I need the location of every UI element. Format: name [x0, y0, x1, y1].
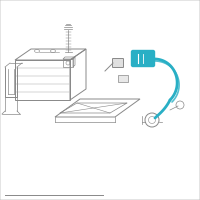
- FancyBboxPatch shape: [112, 58, 124, 68]
- Bar: [118, 75, 128, 82]
- FancyBboxPatch shape: [132, 50, 154, 66]
